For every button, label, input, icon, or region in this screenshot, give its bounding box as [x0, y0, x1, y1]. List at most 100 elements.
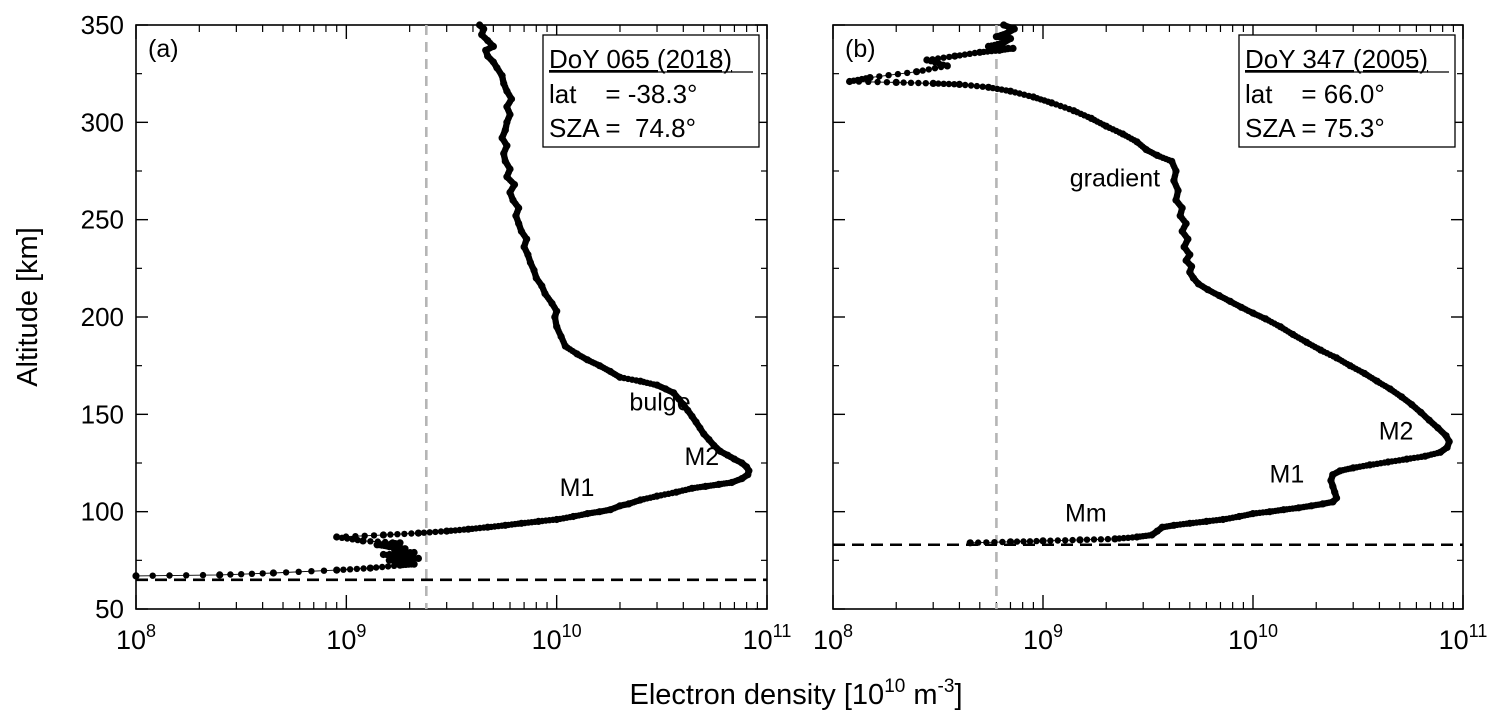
- x-tick-label-exp: 8: [146, 621, 156, 641]
- data-point: [1104, 535, 1112, 543]
- data-point: [922, 80, 929, 87]
- data-point: [199, 571, 207, 579]
- data-point: [973, 82, 981, 90]
- data-point: [432, 528, 439, 536]
- data-point: [366, 564, 374, 572]
- data-point: [238, 571, 245, 578]
- data-point: [359, 537, 367, 545]
- x-tick-label-base: 10: [813, 625, 843, 655]
- x-tick-label: 1011: [743, 621, 792, 655]
- data-point: [342, 533, 350, 540]
- data-point: [227, 571, 234, 578]
- x-tick-label-base: 10: [116, 625, 146, 655]
- x-axis-label-exp: 10: [884, 676, 905, 697]
- data-point: [866, 74, 874, 82]
- data-point: [966, 539, 974, 547]
- data-point: [374, 538, 381, 545]
- x-axis-label-close: ]: [954, 679, 962, 711]
- info-box-title: DoY 347 (2005): [1245, 44, 1428, 74]
- data-point: [1039, 537, 1047, 545]
- annotation-label: M2: [1379, 418, 1414, 446]
- data-point: [874, 78, 881, 86]
- info-box-sza: SZA = 74.8°: [549, 113, 696, 143]
- data-point: [915, 79, 922, 87]
- x-tick-label-base: 10: [743, 625, 773, 655]
- y-tick-label: 350: [81, 10, 124, 40]
- data-point: [961, 51, 968, 58]
- data-point: [379, 563, 386, 571]
- x-tick-label: 109: [326, 621, 366, 655]
- data-point: [929, 56, 936, 63]
- data-point: [945, 80, 953, 88]
- data-point: [248, 570, 256, 577]
- info-box-sza: SZA = 75.3°: [1245, 113, 1385, 143]
- annotation-label: M2: [684, 443, 719, 471]
- data-point: [259, 570, 266, 577]
- data-point: [1076, 536, 1084, 544]
- panel-label: (a): [148, 35, 179, 63]
- data-point: [1054, 537, 1062, 544]
- x-tick-label-base: 10: [532, 625, 562, 655]
- data-point: [333, 533, 341, 541]
- data-point: [308, 568, 315, 575]
- data-point: [387, 531, 394, 538]
- data-point: [984, 83, 993, 91]
- data-point: [1013, 538, 1021, 545]
- x-tick-label-exp: 9: [1053, 621, 1063, 641]
- annotation-label: gradient: [1070, 165, 1160, 193]
- data-point: [352, 533, 359, 540]
- data-point: [904, 69, 911, 77]
- data-point: [282, 569, 290, 576]
- data-point: [1004, 44, 1012, 52]
- data-point: [956, 52, 963, 59]
- data-point: [216, 571, 224, 579]
- data-point: [962, 81, 969, 89]
- annotation-label: bulge: [629, 388, 690, 416]
- data-point: [1097, 536, 1105, 543]
- data-point: [389, 539, 396, 546]
- data-point: [1033, 537, 1040, 545]
- data-point: [346, 566, 354, 573]
- info-box-latitude: lat = 66.0°: [1245, 79, 1385, 109]
- x-tick-label-exp: 9: [356, 621, 366, 641]
- x-tick-label-exp: 10: [562, 621, 582, 641]
- data-point: [340, 566, 347, 573]
- x-tick-label: 1010: [1228, 621, 1278, 655]
- data-point: [934, 55, 942, 62]
- data-point: [166, 572, 173, 579]
- data-point: [940, 80, 947, 88]
- data-point: [940, 54, 947, 61]
- data-point: [367, 538, 374, 545]
- y-tick-label: 50: [95, 594, 124, 624]
- data-point: [979, 83, 986, 90]
- data-point: [935, 80, 942, 87]
- data-point: [149, 572, 156, 579]
- data-point: [913, 68, 921, 76]
- data-point: [923, 56, 931, 64]
- data-point: [390, 562, 398, 569]
- annotation-label: M1: [560, 474, 595, 502]
- data-point: [373, 564, 380, 571]
- data-point: [396, 539, 404, 547]
- data-point: [426, 529, 433, 536]
- data-point: [1020, 538, 1027, 545]
- y-tick-label: 200: [81, 302, 124, 332]
- x-tick-label: 1011: [1439, 621, 1488, 655]
- data-point: [929, 79, 937, 87]
- data-point: [991, 539, 998, 546]
- data-point: [360, 565, 367, 572]
- data-point: [966, 50, 973, 57]
- data-point: [1069, 536, 1076, 544]
- y-tick-label: 250: [81, 205, 124, 235]
- data-point: [1026, 538, 1034, 545]
- x-tick-label-exp: 8: [843, 621, 853, 641]
- data-point: [955, 80, 964, 88]
- data-point: [183, 572, 190, 579]
- data-point: [476, 21, 484, 29]
- panel-label: (b): [845, 35, 876, 63]
- x-tick-label-exp: 10: [1258, 621, 1278, 641]
- data-point: [295, 568, 302, 575]
- info-box-title: DoY 065 (2018): [549, 44, 732, 74]
- data-point: [414, 529, 422, 537]
